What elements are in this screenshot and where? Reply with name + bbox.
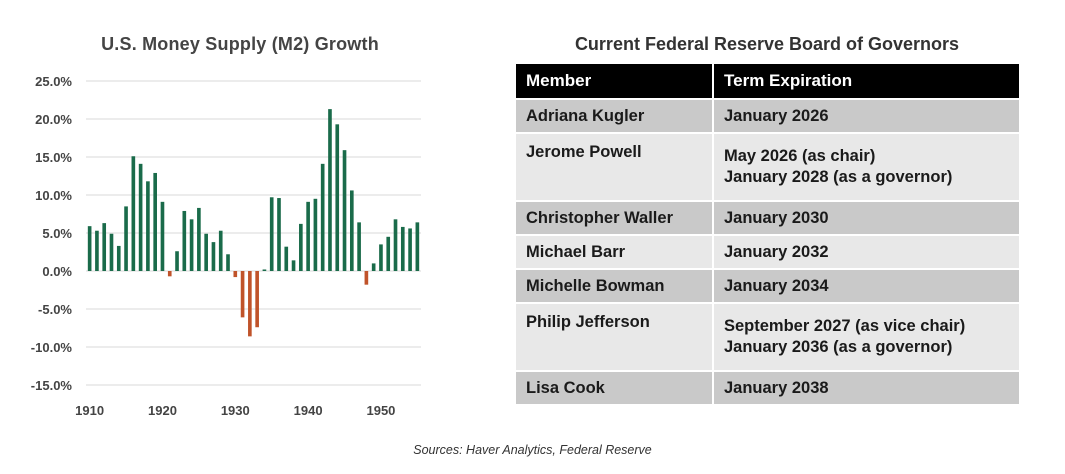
y-tick-label: 15.0%: [35, 150, 72, 165]
bar: [371, 263, 376, 271]
bar: [211, 242, 216, 271]
term-expiration: May 2026 (as chair) January 2028 (as a go…: [714, 132, 1019, 200]
term-line: January 2036 (as a governor): [724, 338, 953, 356]
bar: [277, 198, 281, 271]
y-tick-label: 10.0%: [35, 188, 72, 203]
bar: [379, 244, 383, 271]
bar: [357, 222, 361, 271]
bar: [349, 190, 354, 271]
bar: [255, 271, 259, 328]
table-title: Current Federal Reserve Board of Governo…: [574, 34, 960, 54]
column-header-member: Member: [516, 64, 714, 98]
member-name: Philip Jefferson: [516, 302, 714, 370]
x-tick-label: 1920: [148, 403, 177, 418]
bar: [131, 156, 136, 271]
table-row: Lisa Cook January 2038: [516, 370, 1019, 404]
term-line: January 2030: [724, 208, 829, 227]
bar: [400, 226, 405, 271]
bar: [284, 246, 289, 271]
table-row: Philip Jefferson September 2027 (as vice …: [516, 302, 1019, 370]
bar: [386, 236, 391, 271]
m2-growth-chart: 25.0% 20.0% 15.0% 10.0% 5.0% 0.0% -5.0% -10.0% -…: [31, 74, 421, 418]
term-line: May 2026 (as chair): [724, 147, 876, 165]
term-expiration: January 2034: [714, 268, 1019, 302]
bar: [153, 172, 157, 271]
bar: [269, 197, 274, 271]
y-tick-label: 0.0%: [42, 264, 72, 279]
bar: [138, 163, 143, 271]
bar: [95, 230, 99, 271]
bar: [248, 271, 252, 337]
member-name: Michelle Bowman: [516, 268, 714, 302]
bar: [218, 230, 223, 271]
column-header-term: Term Expiration: [714, 64, 1019, 98]
bar: [408, 228, 412, 271]
table-row: Jerome Powell May 2026 (as chair) January …: [516, 132, 1019, 200]
bar: [102, 223, 107, 271]
bar: [393, 219, 398, 271]
bar: [415, 222, 420, 271]
bar: [320, 163, 325, 271]
bar: [124, 206, 128, 271]
bar: [189, 219, 194, 271]
bar: [342, 150, 347, 271]
bar: [313, 198, 318, 271]
term-expiration: January 2032: [714, 234, 1019, 268]
bar: [197, 207, 201, 271]
member-name: Adriana Kugler: [516, 98, 714, 132]
bar: [116, 245, 121, 271]
y-tick-label: 5.0%: [42, 226, 72, 241]
term-line: January 2032: [724, 242, 829, 261]
bar: [306, 201, 310, 271]
x-tick-label: 1930: [221, 403, 250, 418]
bar: [109, 233, 114, 271]
member-name: Jerome Powell: [516, 132, 714, 200]
bar: [335, 124, 340, 271]
member-name: Lisa Cook: [516, 370, 714, 404]
governors-table: Member Term Expiration Adriana Kugler Jan…: [516, 64, 1019, 404]
x-tick-label: 1910: [75, 403, 104, 418]
term-expiration: January 2030: [714, 200, 1019, 234]
bar: [146, 181, 150, 271]
bar: [364, 271, 369, 285]
chart-title: U.S. Money Supply (M2) Growth: [101, 34, 379, 54]
member-name: Christopher Waller: [516, 200, 714, 234]
term-line: January 2038: [724, 378, 829, 397]
term-expiration: January 2026: [714, 98, 1019, 132]
term-line: January 2028 (as a governor): [724, 168, 953, 186]
term-line: September 2027 (as vice chair): [724, 317, 966, 335]
bar: [87, 226, 92, 271]
bar: [262, 269, 267, 271]
bar: [175, 251, 179, 271]
term-line: January 2034: [724, 276, 829, 295]
x-tick-label: 1940: [294, 403, 323, 418]
bar: [291, 260, 296, 271]
member-name: Michael Barr: [516, 234, 714, 268]
bar: [328, 109, 332, 272]
term-expiration: January 2038: [714, 370, 1019, 404]
bar: [226, 254, 230, 271]
bar: [160, 201, 165, 271]
term-expiration: September 2027 (as vice chair) January 20…: [714, 302, 1019, 370]
y-tick-label: 20.0%: [35, 112, 72, 127]
table-row: Adriana Kugler January 2026: [516, 98, 1019, 132]
table-row: Michelle Bowman January 2034: [516, 268, 1019, 302]
bar: [167, 271, 172, 277]
bar: [204, 233, 208, 271]
y-tick-label: -10.0%: [31, 340, 73, 355]
y-tick-label: 25.0%: [35, 74, 72, 89]
term-line: January 2026: [724, 106, 829, 125]
table-row: Christopher Waller January 2030: [516, 200, 1019, 234]
x-tick-label: 1950: [366, 403, 395, 418]
sources-note: Sources: Haver Analytics, Federal Reserv…: [413, 443, 652, 457]
bar: [299, 223, 303, 271]
bar: [240, 271, 245, 318]
table-header-row: Member Term Expiration: [516, 64, 1019, 98]
bar: [233, 271, 238, 278]
y-tick-label: -15.0%: [31, 378, 73, 393]
bar: [182, 210, 187, 271]
y-tick-label: -5.0%: [38, 302, 72, 317]
table-row: Michael Barr January 2032: [516, 234, 1019, 268]
